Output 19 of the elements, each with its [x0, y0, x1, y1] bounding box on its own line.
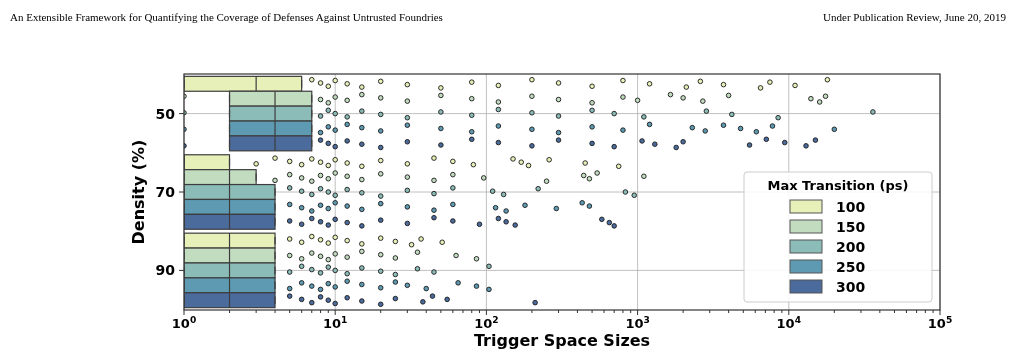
legend-label: 150 — [836, 219, 866, 235]
legend-label: 100 — [836, 199, 866, 215]
x-tick-label: 10$^{5}$ — [927, 315, 953, 331]
y-tick-label: 90 — [155, 262, 176, 279]
x-tick-label: 10$^{4}$ — [776, 315, 802, 331]
x-tick-label: 10$^{1}$ — [322, 315, 348, 331]
y-tick-label: 50 — [155, 105, 176, 122]
legend-label: 300 — [836, 279, 866, 295]
y-axis-title: Density (%) — [129, 139, 148, 245]
y-tick-label: 70 — [155, 184, 176, 200]
legend-title: Max Transition (ps) — [767, 178, 909, 193]
chart-title: An Extensible Framework for Quantifying the Coverage of Defenses Against Untrusted Foundries — [10, 11, 443, 23]
x-tick-label: 10$^{3}$ — [625, 315, 650, 331]
legend-label: 200 — [836, 239, 866, 255]
x-tick-label: 10$^{0}$ — [171, 315, 197, 331]
legend-label: 250 — [836, 259, 866, 275]
x-axis-title: Trigger Space Sizes — [473, 331, 651, 350]
text: Under Publication Review, June 20, 2019 — [823, 11, 1007, 23]
x-tick-label: 10$^{2}$ — [474, 315, 499, 331]
